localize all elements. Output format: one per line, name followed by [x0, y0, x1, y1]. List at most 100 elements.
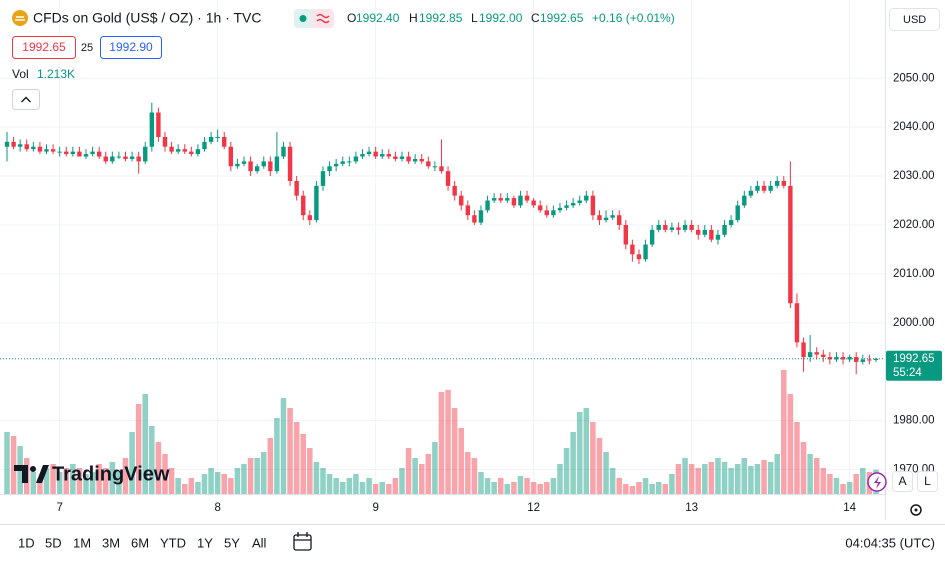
volume-bar — [491, 482, 497, 494]
date-range-icon[interactable] — [293, 534, 312, 551]
candle-body — [570, 202, 576, 206]
candle-body — [50, 149, 56, 152]
volume-bar — [432, 442, 438, 494]
candle-body — [860, 359, 865, 362]
volume-bar — [76, 468, 83, 494]
volume-bar — [366, 478, 372, 494]
volume-bar — [833, 478, 840, 494]
log-scale-label[interactable]: L — [924, 474, 931, 488]
candle-body — [821, 354, 826, 358]
x-tick-label: 14 — [843, 502, 856, 514]
collapse-button[interactable] — [12, 89, 40, 110]
candle-body — [347, 161, 352, 163]
candle-body — [426, 161, 431, 167]
volume-bar — [405, 448, 412, 494]
symbol-title[interactable]: CFDs on Gold (US$ / OZ) · 1h · TVC — [33, 10, 261, 26]
range-button[interactable]: YTD — [160, 535, 186, 550]
candle-body — [70, 151, 76, 155]
log-scale-button[interactable] — [917, 471, 938, 492]
range-button[interactable]: All — [252, 535, 267, 550]
volume-bar — [274, 418, 280, 494]
volume-bar — [247, 458, 254, 494]
sell-button[interactable] — [12, 36, 76, 59]
volume-bar — [353, 474, 359, 494]
candle-body — [702, 229, 707, 235]
volume-bar — [399, 468, 405, 494]
range-button[interactable]: 5D — [45, 535, 62, 550]
y-tick-label: 1980.00 — [893, 415, 935, 427]
candle-body — [248, 161, 253, 172]
candle-body — [682, 224, 688, 230]
candle-body — [636, 254, 642, 260]
volume-bar — [840, 484, 846, 494]
volume-bar — [129, 432, 135, 494]
volume-bar — [4, 432, 10, 494]
volume-bar — [537, 484, 543, 494]
volume-bar — [346, 478, 353, 494]
auto-scale-button[interactable] — [892, 471, 913, 492]
candle-body — [459, 195, 464, 206]
candle-body — [432, 166, 438, 168]
candle-body — [748, 190, 754, 196]
candle-body — [597, 215, 602, 221]
logo-text: TradingView — [52, 463, 170, 485]
range-button[interactable]: 3M — [102, 535, 120, 550]
candle-body — [129, 156, 135, 159]
volume-bar — [695, 468, 701, 494]
sell-price[interactable]: 1992.65 — [22, 40, 66, 54]
volume-bar — [313, 462, 320, 494]
volume-bar — [741, 458, 748, 494]
volume-bar — [326, 474, 333, 494]
volume-bar — [524, 478, 530, 494]
volume-bar — [418, 464, 425, 494]
currency-button[interactable] — [889, 8, 940, 31]
candle-body — [498, 198, 503, 201]
volume-bar — [484, 478, 491, 494]
candle-body — [83, 154, 89, 157]
volume-bar — [748, 466, 754, 494]
volume-bar — [623, 484, 629, 494]
candle-body — [90, 151, 95, 155]
volume-bar — [102, 468, 109, 494]
candle-body — [189, 151, 194, 155]
candle-body — [182, 149, 187, 152]
settings-icon[interactable] — [910, 504, 922, 516]
candle-body — [156, 112, 161, 137]
candle-body — [781, 180, 786, 186]
volume-bar — [794, 422, 800, 494]
range-button[interactable]: 1D — [18, 535, 35, 550]
candle-body — [412, 158, 418, 162]
volume-bar — [412, 458, 418, 494]
candle-body — [722, 224, 727, 235]
volume-bar — [761, 460, 767, 494]
volume-bar — [702, 464, 708, 494]
volume-bar — [228, 478, 234, 494]
candle-body — [228, 146, 234, 167]
candle-body — [551, 210, 556, 216]
candle-body — [827, 357, 833, 360]
symbol-icon — [12, 10, 28, 26]
range-button[interactable]: 6M — [131, 535, 149, 550]
candle-body — [24, 144, 29, 150]
volume-bar — [530, 482, 537, 494]
currency[interactable]: USD — [903, 14, 926, 26]
volume-bar — [781, 370, 787, 494]
clock[interactable]: 04:04:35 (UTC) — [845, 535, 935, 550]
range-button[interactable]: 1Y — [197, 535, 213, 550]
candle-body — [663, 224, 668, 230]
volume-bar — [122, 458, 129, 494]
auto-scale-label[interactable]: A — [898, 474, 906, 488]
buy-price[interactable]: 1992.90 — [109, 40, 153, 54]
candle-body — [873, 358, 879, 360]
ohlc-key: H — [409, 11, 418, 25]
candle-body — [175, 149, 181, 152]
volume-bar — [511, 482, 517, 494]
candle-body — [689, 224, 694, 230]
volume-bar — [30, 472, 37, 494]
buy-button[interactable] — [100, 36, 162, 59]
volume-bar — [70, 464, 76, 494]
range-button[interactable]: 5Y — [224, 535, 240, 550]
range-button[interactable]: 1M — [73, 535, 91, 550]
volume-bar — [116, 472, 122, 494]
